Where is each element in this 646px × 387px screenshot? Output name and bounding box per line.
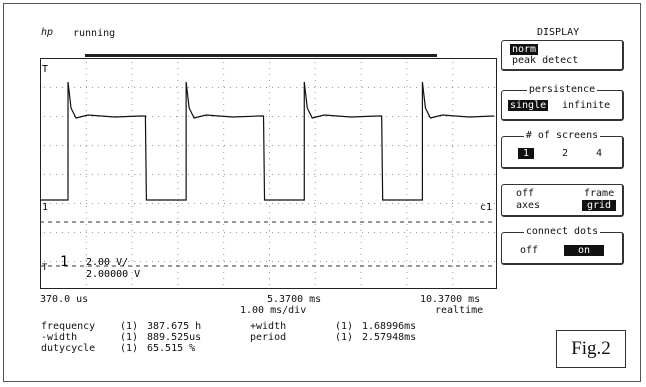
timebase-per-div: 1.00 ms/div — [240, 305, 307, 316]
screens-softkey[interactable]: # of screens 1 2 4 — [501, 130, 624, 169]
channel-right-marker: c1 — [480, 202, 492, 213]
mode-norm-option[interactable]: norm — [510, 44, 539, 55]
meas-channel: (1) — [335, 332, 354, 343]
channel-number: 1 — [60, 254, 68, 270]
persistence-infinite-option[interactable]: infinite — [562, 100, 611, 111]
connect-dots-on-option[interactable]: on — [564, 245, 605, 256]
screens-4-option[interactable]: 4 — [596, 148, 603, 159]
hp-logo: hp — [41, 27, 54, 38]
screens-1-option[interactable]: 1 — [518, 148, 535, 159]
meas-channel: (1) — [120, 332, 139, 343]
connect-dots-off-option[interactable]: off — [520, 245, 539, 256]
volts-per-div: 2.00 V/ — [86, 257, 128, 268]
axes-off-option[interactable]: off — [516, 188, 535, 199]
axes-option[interactable]: axes — [516, 200, 541, 211]
meas-value: 2.57948ms — [362, 332, 417, 343]
figure-label: Fig.2 — [556, 330, 626, 368]
connect-dots-title: connect dots — [523, 226, 601, 237]
bottom-trigger-marker: T — [42, 263, 48, 273]
meas-value: 387.675 h — [147, 321, 202, 332]
persistence-softkey[interactable]: persistence single infinite — [501, 84, 624, 121]
axes-frame-softkey[interactable]: off frame axes grid — [501, 184, 624, 217]
meas-channel: (1) — [120, 343, 139, 354]
acquisition-mode: realtime — [435, 305, 484, 316]
waveform-screen[interactable]: T 1 T c1 1 2.00 V/ 2.00000 V — [40, 58, 498, 290]
meas-value: 1.68996ms — [362, 321, 417, 332]
meas-label: period — [250, 332, 287, 343]
acquisition-mode-softkey[interactable]: norm peak detect — [501, 40, 624, 71]
screens-2-option[interactable]: 2 — [562, 148, 569, 159]
grid-option[interactable]: grid — [582, 200, 617, 211]
mode-peak-detect-option[interactable]: peak detect — [512, 55, 579, 66]
waveform-graticule: T 1 T c1 1 2.00 V/ 2.00000 V — [40, 58, 497, 289]
timebase-left: 370.0 us — [40, 294, 89, 305]
meas-channel: (1) — [120, 321, 139, 332]
timebase-right: 10.3700 ms — [420, 294, 481, 305]
ground-marker: 1 — [42, 202, 48, 213]
acquisition-status-bar — [85, 54, 437, 57]
frame-option[interactable]: frame — [584, 188, 615, 199]
meas-label: dutycycle — [41, 343, 96, 354]
persistence-title: persistence — [526, 84, 598, 95]
persistence-single-option[interactable]: single — [508, 100, 549, 111]
display-menu-title: DISPLAY — [537, 27, 580, 38]
meas-value: 889.525us — [147, 332, 202, 343]
meas-label: frequency — [41, 321, 96, 332]
meas-channel: (1) — [335, 321, 354, 332]
meas-value: 65.515 % — [147, 343, 196, 354]
channel-1-trace — [40, 81, 495, 201]
meas-label: +width — [250, 321, 287, 332]
oscilloscope-frame — [3, 3, 641, 382]
screens-title: # of screens — [523, 130, 601, 141]
timebase-center: 5.3700 ms — [267, 294, 322, 305]
meas-label: -width — [41, 332, 78, 343]
connect-dots-softkey[interactable]: connect dots off on — [501, 226, 624, 265]
run-status: running — [73, 28, 116, 39]
trigger-marker: T — [42, 64, 48, 75]
channel-offset: 2.00000 V — [86, 269, 140, 280]
graticule-grid — [44, 62, 495, 285]
